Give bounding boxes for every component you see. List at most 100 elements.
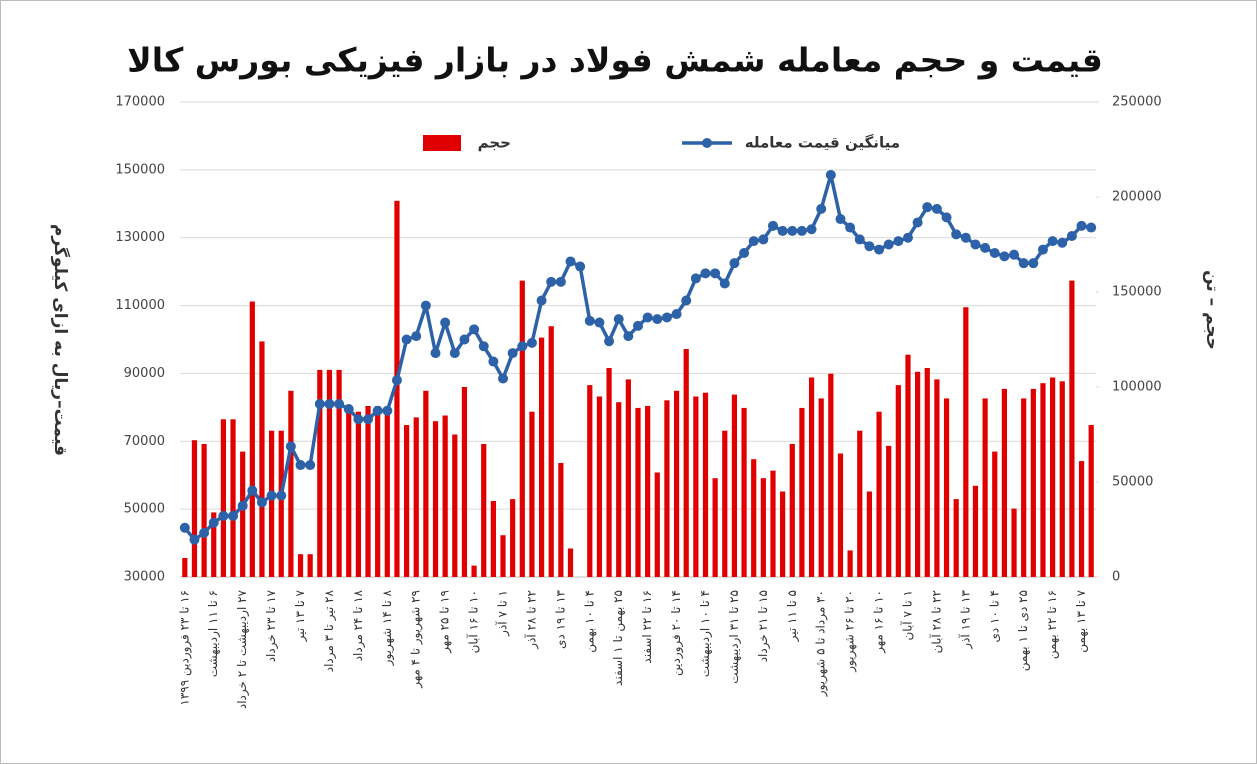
bar: [992, 451, 998, 577]
bar: [326, 369, 333, 577]
bar: [529, 411, 535, 577]
bar: [297, 554, 304, 577]
bar: [259, 341, 265, 577]
line-marker: [883, 239, 894, 250]
bar: [866, 491, 873, 577]
bar: [355, 411, 361, 577]
y-tick-label: 130000: [115, 230, 165, 245]
bar: [943, 398, 950, 577]
bar: [731, 394, 738, 577]
line-marker: [565, 256, 576, 267]
y-axis-label: قیمت–ریال به ازای کیلوگرم: [50, 224, 71, 456]
line-marker: [517, 341, 528, 352]
bar: [953, 499, 959, 577]
bar: [538, 337, 545, 577]
y2-tick-label: 250000: [1112, 95, 1162, 110]
legend-swatch: [423, 135, 461, 151]
line-marker: [256, 497, 267, 508]
bar: [673, 390, 680, 577]
line-marker: [343, 404, 354, 415]
y-tick-label: 70000: [124, 434, 165, 449]
y-tick-label: 30000: [124, 570, 165, 585]
bar: [240, 451, 246, 577]
bar: [191, 440, 198, 577]
bar: [365, 406, 371, 577]
x-tick-label: ۱۶ تا ۲۲ بهمن: [1045, 590, 1060, 659]
line-marker: [1086, 222, 1097, 233]
bar: [780, 491, 786, 577]
line-marker: [1047, 236, 1058, 247]
bar: [616, 402, 622, 577]
line-marker: [555, 276, 566, 287]
bar: [693, 396, 699, 577]
bar: [403, 425, 410, 577]
bar: [770, 470, 776, 577]
line-marker: [285, 441, 296, 452]
line-marker: [1009, 249, 1020, 260]
line-marker: [391, 375, 402, 386]
line-marker: [498, 373, 509, 384]
line-marker: [430, 348, 441, 359]
line-marker: [575, 261, 586, 272]
line-marker: [584, 315, 595, 326]
line-marker: [922, 202, 933, 213]
bar: [336, 369, 342, 577]
y-tick-label: 50000: [124, 502, 165, 517]
bar: [548, 326, 554, 577]
line-marker: [266, 490, 277, 501]
line-marker: [912, 217, 923, 228]
x-tick-label: ۴ تا ۱۰ دی: [987, 590, 1001, 643]
y-tick-label: 90000: [124, 366, 165, 381]
bar: [1088, 425, 1094, 577]
bar: [346, 409, 352, 577]
bar: [413, 417, 419, 577]
x-tick-label: ۱۶ تا ۲۳ فروردین ۱۳۹۹: [177, 590, 192, 706]
bar: [278, 430, 284, 577]
line-marker: [980, 242, 991, 253]
bar: [722, 430, 728, 577]
bar: [818, 398, 824, 577]
x-tick-label: ۱ تا ۷ آذر: [495, 590, 511, 637]
line-marker: [806, 224, 817, 235]
y2-tick-label: 150000: [1112, 285, 1162, 300]
line-marker: [633, 320, 643, 331]
bar: [423, 390, 429, 577]
line-marker: [710, 268, 721, 279]
bar: [317, 369, 323, 577]
line-marker: [652, 314, 663, 325]
x-tick-label: ۲۵ تا ۳۱ اردیبهشت: [727, 590, 742, 684]
y2-tick-label: 50000: [1112, 475, 1153, 490]
line-marker: [854, 234, 865, 245]
line-marker: [671, 309, 682, 320]
line-marker: [459, 334, 470, 345]
x-tick-label: ۱۵ تا ۲۱ خرداد: [756, 590, 771, 662]
bar: [1050, 377, 1056, 577]
bar: [847, 550, 853, 577]
bar: [963, 307, 969, 577]
line-marker: [305, 460, 316, 471]
bar: [808, 377, 815, 577]
line-marker: [902, 232, 913, 243]
y2-tick-label: 200000: [1112, 190, 1162, 205]
x-tick-label: ۳۰ مرداد تا ۵ شهریور: [814, 590, 829, 697]
line-marker: [199, 527, 210, 538]
line-marker: [420, 300, 431, 311]
line-marker: [401, 334, 412, 345]
bar: [220, 419, 226, 577]
line-marker: [758, 234, 769, 245]
bar: [828, 373, 834, 577]
bar: [895, 385, 901, 577]
bar: [500, 535, 506, 577]
bar: [702, 392, 709, 577]
x-tick-label: ۴ تا ۱۰ بهمن: [582, 590, 597, 653]
y-tick-label: 110000: [115, 298, 165, 313]
line-marker: [179, 522, 190, 533]
line-marker: [1066, 231, 1077, 242]
bar: [934, 379, 940, 577]
y-tick-label: 170000: [115, 95, 165, 110]
line-marker: [1076, 220, 1087, 231]
legend-marker: [702, 138, 712, 148]
line-marker: [526, 337, 537, 348]
line-marker: [970, 239, 981, 250]
